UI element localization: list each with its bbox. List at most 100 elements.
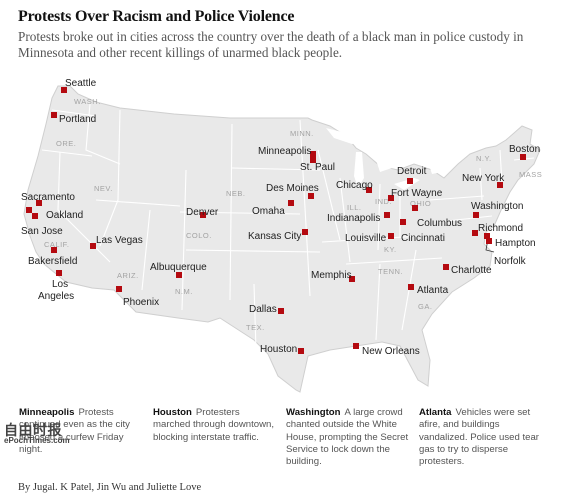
city-label-norfolk: Norfolk (494, 256, 527, 267)
marker-kansas-city (302, 229, 308, 235)
city-label-dallas: Dallas (249, 304, 277, 315)
state-labels: WASH. ORE. NEV. CALIF. ARIZ. N.M. COLO. … (44, 97, 542, 332)
state-label-minn: MINN. (290, 129, 314, 138)
city-label-bakersfield: Bakersfield (28, 256, 77, 267)
note-city: Atlanta (419, 407, 452, 418)
city-label-richmond: Richmond (478, 223, 523, 234)
lake-ontario (430, 166, 448, 174)
note-text: Protests continued even as the city impo… (19, 407, 130, 455)
marker-cincinnati (400, 219, 406, 225)
marker-minneapolis (310, 151, 316, 157)
marker-new-york (497, 182, 503, 188)
map-subtitle: Protests broke out in cities across the … (18, 29, 524, 60)
city-label-oakland: Oakland (46, 210, 83, 221)
city-label-phoenix: Phoenix (123, 297, 159, 308)
state-label-ny: N.Y. (476, 154, 492, 163)
state-label-calif: CALIF. (44, 240, 70, 249)
marker-fort-wayne (388, 195, 394, 201)
marker-oakland (26, 207, 32, 213)
city-label-cincinnati: Cincinnati (401, 233, 445, 244)
marker-phoenix (116, 286, 122, 292)
state-label-ill: ILL. (347, 203, 362, 212)
marker-new-orleans (353, 343, 359, 349)
marker-los-angeles (56, 270, 62, 276)
watermark-line-1: 自由时报 (4, 422, 62, 438)
marker-seattle (61, 87, 67, 93)
note-city: Washington (286, 407, 341, 418)
city-label-st-paul: St. Paul (300, 162, 335, 173)
city-label-new-orleans: New Orleans (362, 346, 420, 357)
note-atlanta: Atlanta Vehicles were set afire, and buil… (419, 407, 549, 468)
marker-atlanta (408, 284, 414, 290)
marker-detroit (407, 178, 413, 184)
city-label-hampton: Hampton (495, 238, 536, 249)
city-label-detroit: Detroit (397, 166, 427, 177)
marker-indianapolis (384, 212, 390, 218)
note-minneapolis: Minneapolis Protests continued even as th… (19, 407, 141, 456)
state-label-wash: WASH. (74, 97, 101, 106)
marker-columbus (412, 205, 418, 211)
marker-washington (473, 212, 479, 218)
city-label-des-moines: Des Moines (266, 183, 319, 194)
marker-norfolk (486, 238, 492, 244)
state-label-tex: TEX. (246, 323, 265, 332)
watermark-line-2: ePochTimes.com (4, 436, 70, 445)
byline: By Jugal. K Patel, Jin Wu and Juliette L… (18, 482, 202, 493)
state-label-colo: COLO. (186, 231, 212, 240)
state-label-ind: IND. (375, 197, 392, 206)
city-label-columbus: Columbus (417, 218, 462, 229)
state-label-nm: N.M. (175, 287, 193, 296)
us-map: WASH. ORE. NEV. CALIF. ARIZ. N.M. COLO. … (21, 78, 542, 393)
marker-memphis (349, 276, 355, 282)
note-text: Vehicles were set afire, and buildings v… (419, 407, 539, 468)
marker-omaha (288, 200, 294, 206)
note-city: Minneapolis (19, 407, 75, 418)
city-label-kansas-city: Kansas City (248, 231, 301, 242)
marker-louisville (388, 233, 394, 239)
marker-chicago (366, 187, 372, 193)
city-label-sacramento: Sacramento (21, 192, 75, 203)
marker-albuquerque (176, 272, 182, 278)
city-label-denver: Denver (186, 207, 219, 218)
note-washington: Washington A large crowd chanted outside … (286, 407, 411, 468)
city-markers (26, 87, 526, 354)
state-label-tenn: TENN. (378, 267, 403, 276)
watermark-logo: 自由时报 ePochTimes.com (4, 422, 70, 446)
us-outline (23, 85, 541, 393)
marker-boston (520, 154, 526, 160)
marker-charlotte (443, 264, 449, 270)
note-houston: Houston Protesters marched through downto… (153, 407, 278, 444)
city-label-chicago: Chicago (336, 180, 373, 191)
lake-huron (372, 150, 392, 172)
state-label-ky: KY. (384, 245, 397, 254)
state-label-ariz: ARIZ. (117, 271, 139, 280)
marker-richmond (472, 230, 478, 236)
marker-hampton (484, 233, 490, 239)
marker-portland (51, 112, 57, 118)
marker-houston (298, 348, 304, 354)
state-label-mass: MASS (519, 170, 542, 179)
city-label-boston: Boston (509, 144, 540, 155)
lake-michigan (354, 152, 364, 188)
city-label-portland: Portland (59, 114, 96, 125)
note-city: Houston (153, 407, 192, 418)
city-label-minneapolis: Minneapolis (258, 146, 311, 157)
marker-st-paul (310, 157, 316, 163)
city-label-houston: Houston (260, 344, 297, 355)
city-label-fort-wayne: Fort Wayne (391, 188, 443, 199)
map-title: Protests Over Racism and Police Violence (18, 8, 295, 25)
state-label-ohio: OHIO (410, 199, 431, 208)
city-label-los-angeles: Los Angeles (38, 279, 74, 302)
city-label-albuquerque: Albuquerque (150, 262, 207, 273)
city-label-memphis: Memphis (311, 270, 352, 281)
city-label-las-vegas: Las Vegas (96, 235, 143, 246)
state-label-neb: NEB. (226, 189, 246, 198)
city-label-washington: Washington (471, 201, 523, 212)
city-label-charlotte: Charlotte (451, 265, 492, 276)
note-text: A large crowd chanted outside the White … (286, 407, 409, 468)
state-label-ore: ORE. (56, 139, 76, 148)
city-label-indianapolis: Indianapolis (327, 213, 380, 224)
marker-des-moines (308, 193, 314, 199)
city-label-atlanta: Atlanta (417, 285, 449, 296)
state-label-ga: GA. (418, 302, 432, 311)
